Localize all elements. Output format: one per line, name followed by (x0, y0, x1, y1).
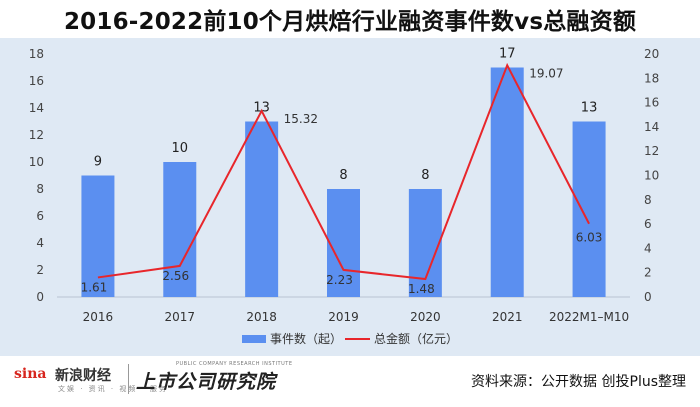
bar-2020 (408, 189, 442, 297)
bar-value-label: 8 (339, 168, 347, 183)
legend-bar-label: 事件数（起） (270, 331, 342, 346)
line-series (97, 62, 590, 281)
y-axis-left: 0 2 4 6 8 10 12 14 16 18 (29, 47, 44, 304)
y-left-tick-label: 10 (29, 155, 44, 169)
y-right-tick-label: 14 (644, 120, 659, 134)
y-left-tick-label: 14 (29, 101, 44, 115)
x-category-label: 2018 (246, 310, 277, 324)
bar-2018 (245, 121, 279, 297)
sina-tags: 文娱 · 资讯 · 视频 · 服务 (58, 385, 169, 393)
bar-value-label: 9 (94, 155, 102, 170)
brand-divider (128, 364, 129, 394)
line-value-label: 15.32 (284, 112, 318, 126)
x-category-label: 2020 (410, 310, 441, 324)
bar-value-label: 17 (499, 47, 516, 62)
legend-line-label: 总金额（亿元） (374, 331, 458, 346)
y-left-tick-label: 16 (29, 74, 44, 88)
y-axis-right: 0 2 4 6 8 10 12 14 16 18 20 (644, 47, 659, 304)
y-right-tick-label: 20 (644, 47, 659, 61)
bar-value-label: 8 (421, 168, 429, 183)
y-right-tick-label: 4 (644, 241, 652, 255)
bar-2017 (163, 162, 197, 297)
chart-panel: 0 2 4 6 8 10 12 14 16 18 0 2 4 6 8 10 12 14 16 18 20 9 10 13 8… (0, 38, 700, 356)
research-institute-logo: 上市公司研究院 (136, 371, 277, 393)
bar-value-label: 10 (172, 141, 189, 156)
x-category-label: 2022M1–M10 (549, 310, 629, 324)
bar-value-label: 13 (253, 101, 270, 116)
y-left-tick-label: 0 (36, 290, 44, 304)
bar-2021 (490, 67, 524, 297)
source-note: 资料来源：公开数据 创投Plus整理 (471, 374, 686, 390)
line-value-label: 1.48 (408, 282, 435, 296)
footer: sina 新浪财经 文娱 · 资讯 · 视频 · 服务 上市公司研究院 PUBL… (0, 356, 700, 407)
y-right-tick-label: 18 (644, 71, 659, 85)
x-category-label: 2017 (165, 310, 196, 324)
y-right-tick-label: 0 (644, 290, 652, 304)
bar-series (81, 67, 606, 297)
y-right-tick-label: 10 (644, 169, 659, 183)
chart-title: 2016-2022前10个月烘焙行业融资事件数vs总融资额 (63, 9, 637, 35)
legend-bar-swatch (242, 335, 266, 343)
y-right-tick-label: 6 (644, 217, 652, 231)
bar-value-label: 13 (581, 101, 598, 116)
y-left-tick-label: 4 (36, 236, 44, 250)
y-left-tick-label: 2 (36, 263, 44, 277)
sina-finance-name: 新浪财经 (55, 368, 111, 384)
bar-2022M1–M10 (572, 121, 606, 297)
bar-2016 (81, 175, 115, 297)
y-right-tick-label: 16 (644, 96, 659, 110)
y-right-tick-label: 2 (644, 266, 652, 280)
y-left-tick-label: 18 (29, 47, 44, 61)
legend: 事件数（起） 总金额（亿元） (242, 331, 458, 346)
y-left-tick-label: 12 (29, 128, 44, 142)
line-value-label: 19.07 (529, 66, 563, 80)
x-axis-categories: 2016 2017 2018 2019 2020 2021 2022M1–M10 (83, 310, 629, 324)
bar-2019 (327, 189, 360, 297)
line-value-label: 2.56 (162, 269, 189, 283)
chart-svg: 0 2 4 6 8 10 12 14 16 18 0 2 4 6 8 10 12 14 16 18 20 9 10 13 8… (29, 47, 660, 347)
research-institute-en: PUBLIC COMPANY RESEARCH INSTITUTE (176, 361, 293, 367)
line-value-label: 2.23 (326, 273, 353, 287)
x-category-label: 2016 (83, 310, 114, 324)
x-category-label: 2019 (328, 310, 359, 324)
sina-logo: sina (14, 366, 47, 382)
line-value-labels: 1.61 2.56 15.32 2.23 1.48 19.07 6.03 (81, 66, 603, 296)
line-total-amount (97, 62, 590, 281)
line-value-label: 1.61 (81, 280, 108, 294)
line-value-label: 6.03 (576, 231, 603, 245)
x-category-label: 2021 (492, 310, 523, 324)
bar-value-labels: 9 10 13 8 8 17 13 (94, 47, 598, 184)
y-right-tick-label: 12 (644, 144, 659, 158)
y-left-tick-label: 8 (36, 182, 44, 196)
y-left-tick-label: 6 (36, 209, 44, 223)
y-right-tick-label: 8 (644, 193, 652, 207)
